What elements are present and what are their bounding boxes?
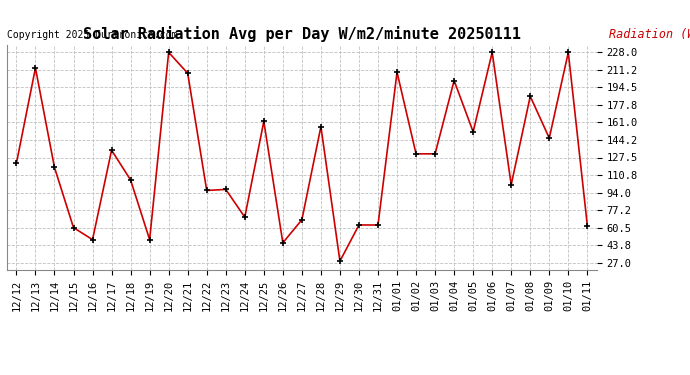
Text: Copyright 2025 Curtronics.com: Copyright 2025 Curtronics.com (7, 30, 177, 40)
Text: Radiation (W/m2/Minute): Radiation (W/m2/Minute) (609, 27, 690, 40)
Title: Solar Radiation Avg per Day W/m2/minute 20250111: Solar Radiation Avg per Day W/m2/minute … (83, 27, 521, 42)
